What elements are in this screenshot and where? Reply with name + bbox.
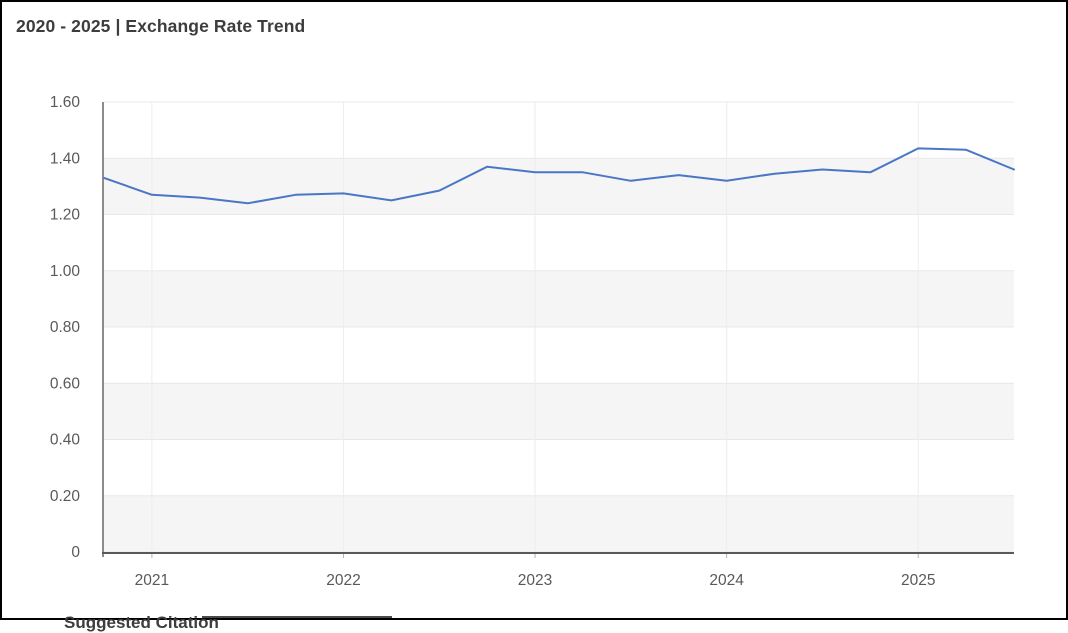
plot-band	[104, 270, 1014, 327]
y-axis-label: 0.20	[50, 488, 81, 505]
plot-band	[104, 383, 1014, 440]
y-axis-label: 0	[71, 544, 80, 561]
plot-band	[104, 158, 1014, 215]
y-axis-label: 0.80	[50, 319, 81, 336]
x-axis-label: 2022	[326, 572, 360, 589]
y-axis-label: 0.60	[50, 375, 81, 392]
suggested-citation-heading: Suggested Citation	[64, 613, 219, 632]
exchange-rate-line	[103, 147, 1015, 205]
y-axis-label: 1.20	[50, 207, 81, 224]
y-axis-label: 1.00	[50, 263, 81, 280]
page-title: 2020 - 2025 | Exchange Rate Trend	[16, 16, 306, 36]
x-axis-label: 2025	[901, 572, 935, 589]
x-axis-label: 2021	[135, 572, 169, 589]
plot-band	[104, 495, 1014, 552]
x-axis-label: 2024	[709, 572, 744, 589]
footer-divider	[202, 616, 392, 618]
exchange-rate-chart: 2021 2022 2023 2024 2025 1.60 1.40 1.20 1.00 0.80…	[50, 94, 1015, 589]
y-axis-label: 0.40	[50, 432, 81, 449]
x-axis-label: 2023	[518, 572, 552, 589]
y-axis-label: 1.60	[50, 94, 81, 111]
y-axis-label: 1.40	[50, 150, 81, 167]
